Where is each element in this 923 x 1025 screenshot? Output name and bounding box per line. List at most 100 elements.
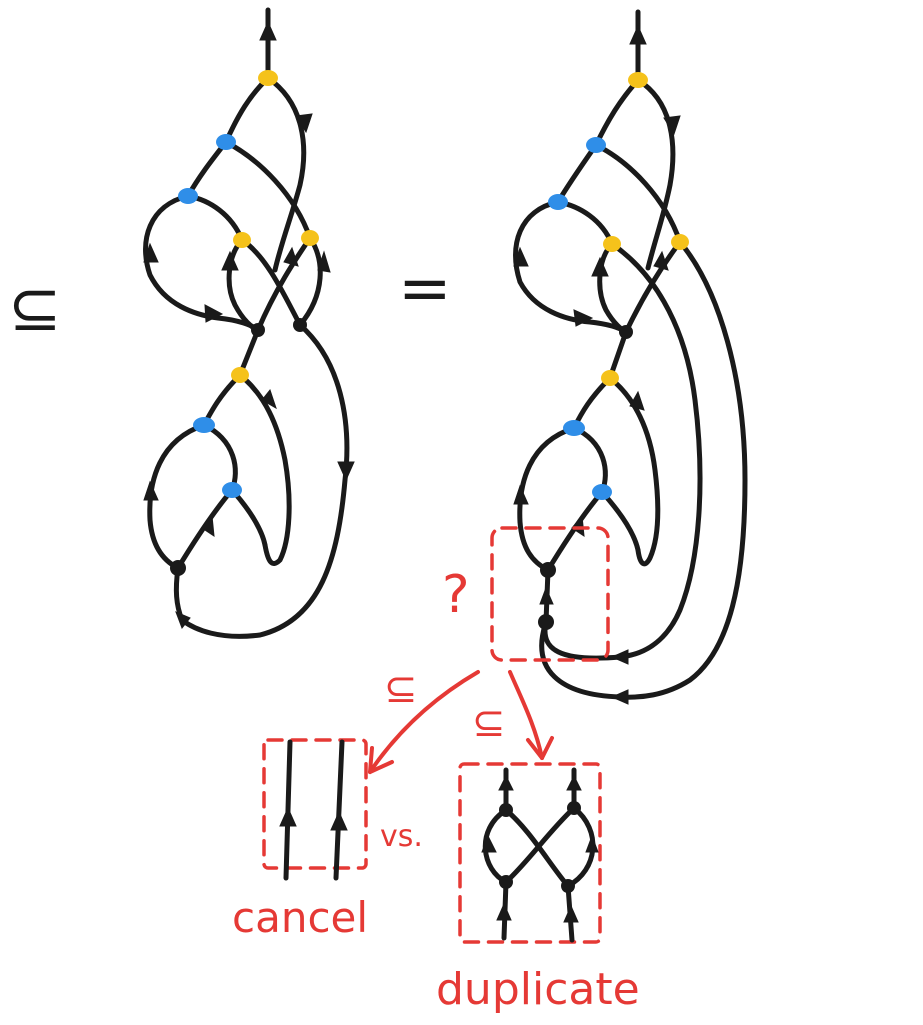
arrow-to-cancel-head [368, 746, 394, 774]
left-wire-n [147, 422, 207, 571]
right-return-outer [617, 239, 748, 700]
left-arrow-p [201, 514, 215, 538]
right-blue-node-1 [586, 137, 606, 153]
right-arrow-l [629, 390, 645, 411]
arrow-right-label: ⊆ [472, 700, 506, 746]
dup-arrow-right [585, 834, 599, 853]
cancel-label: cancel [232, 893, 368, 942]
dup-node-top-right [567, 801, 581, 815]
right-yellow-node-3 [671, 234, 689, 250]
middle-relation-symbol: = [398, 252, 452, 326]
left-blue-node-4 [222, 482, 242, 498]
dup-arrow-top-left [498, 774, 514, 791]
right-blue-node-4 [592, 484, 612, 500]
left-wire-l [237, 372, 292, 566]
left-wire-o [229, 487, 268, 548]
cancel-strand-right [333, 739, 345, 881]
question-region-box [490, 526, 610, 662]
left-wire-i [297, 235, 323, 328]
left-arrow-n [143, 480, 159, 501]
dup-arrow-left [481, 834, 497, 853]
right-arrow-outer [513, 246, 529, 267]
right-black-node-3 [538, 614, 554, 630]
right-arrow-f [591, 256, 609, 277]
left-wire-e [223, 139, 313, 241]
dup-node-bottom-right [561, 879, 575, 893]
right-wire-p [545, 489, 605, 573]
right-wire-j [607, 329, 629, 381]
right-return-inner [609, 241, 703, 660]
left-wire-k [201, 372, 243, 428]
left-arrow-h [283, 246, 299, 267]
left-black-node-3 [170, 560, 186, 576]
right-wire-a [593, 77, 641, 148]
left-blue-node-3 [193, 417, 215, 433]
left-arrow-i [317, 250, 331, 273]
dup-arrow-bottom-left [496, 902, 512, 921]
right-wire-o [599, 489, 641, 553]
duplicate-label: duplicate [436, 964, 640, 1015]
left-wire-g [239, 237, 303, 328]
left-arrow-outer [143, 242, 159, 263]
left-yellow-node-3 [301, 230, 319, 246]
right-wire-s [539, 619, 623, 700]
right-wire-m [571, 425, 608, 495]
arrow-to-duplicate-head [526, 736, 554, 760]
left-relation-symbol: ⊆ [8, 272, 62, 346]
left-wire-d [185, 193, 245, 243]
cancel-arrow-right [330, 810, 348, 831]
arrow-to-duplicate [508, 670, 544, 760]
left-black-node-1 [251, 323, 265, 337]
right-arrow-p [571, 514, 585, 538]
right-arrow-q [539, 586, 554, 605]
right-yellow-node-2 [603, 236, 621, 252]
left-blue-node-2 [178, 188, 198, 204]
right-outer-loop [513, 199, 629, 335]
cancel-option-box [262, 738, 368, 870]
left-arrow-c [295, 113, 313, 134]
left-black-node-2 [293, 318, 307, 332]
right-output-arrow [629, 24, 647, 45]
right-arrow-outer-b [573, 309, 594, 327]
left-output-arrow [259, 20, 277, 41]
annotations: ? ⊆ ⊆ vs. cancel du [232, 526, 640, 1015]
arrow-left-label: ⊆ [384, 666, 418, 712]
question-mark: ? [442, 565, 470, 625]
duplicate-option-box [458, 762, 602, 944]
arrow-to-cancel [368, 670, 480, 774]
right-yellow-node-4 [601, 370, 619, 386]
dup-arrow-bottom-right [563, 904, 579, 923]
right-wire-d [555, 199, 615, 247]
right-blue-node-2 [548, 194, 568, 210]
left-wire-c [265, 75, 307, 273]
left-wire-m [201, 422, 238, 493]
left-wire-h [255, 235, 313, 333]
left-wire-b [185, 139, 229, 199]
left-wire-a [223, 75, 271, 145]
right-diagram [513, 9, 748, 705]
versus-label: vs. [380, 819, 423, 854]
right-black-node-2 [540, 562, 556, 578]
right-wire-n [517, 425, 577, 573]
cancel-arrow-left [279, 806, 297, 827]
right-arrow-n [513, 484, 529, 505]
left-arrow-return [337, 461, 355, 482]
right-wire-l [607, 375, 661, 567]
right-wire-k [571, 375, 613, 431]
left-arrow-l [261, 388, 277, 410]
right-wire-h [623, 239, 683, 335]
right-arrow-c [663, 115, 681, 136]
right-wire-f [597, 241, 629, 335]
dup-cross-b [503, 805, 577, 885]
right-wire-e [593, 142, 683, 245]
left-return-strand [179, 322, 350, 639]
left-yellow-node-2 [233, 232, 251, 248]
left-arrow-outer-b [204, 304, 224, 323]
left-yellow-node-4 [231, 367, 249, 383]
left-blue-node-1 [216, 134, 236, 150]
left-wire-f [226, 237, 261, 333]
dup-node-bottom-left [499, 875, 513, 889]
right-black-node-1 [619, 325, 633, 339]
